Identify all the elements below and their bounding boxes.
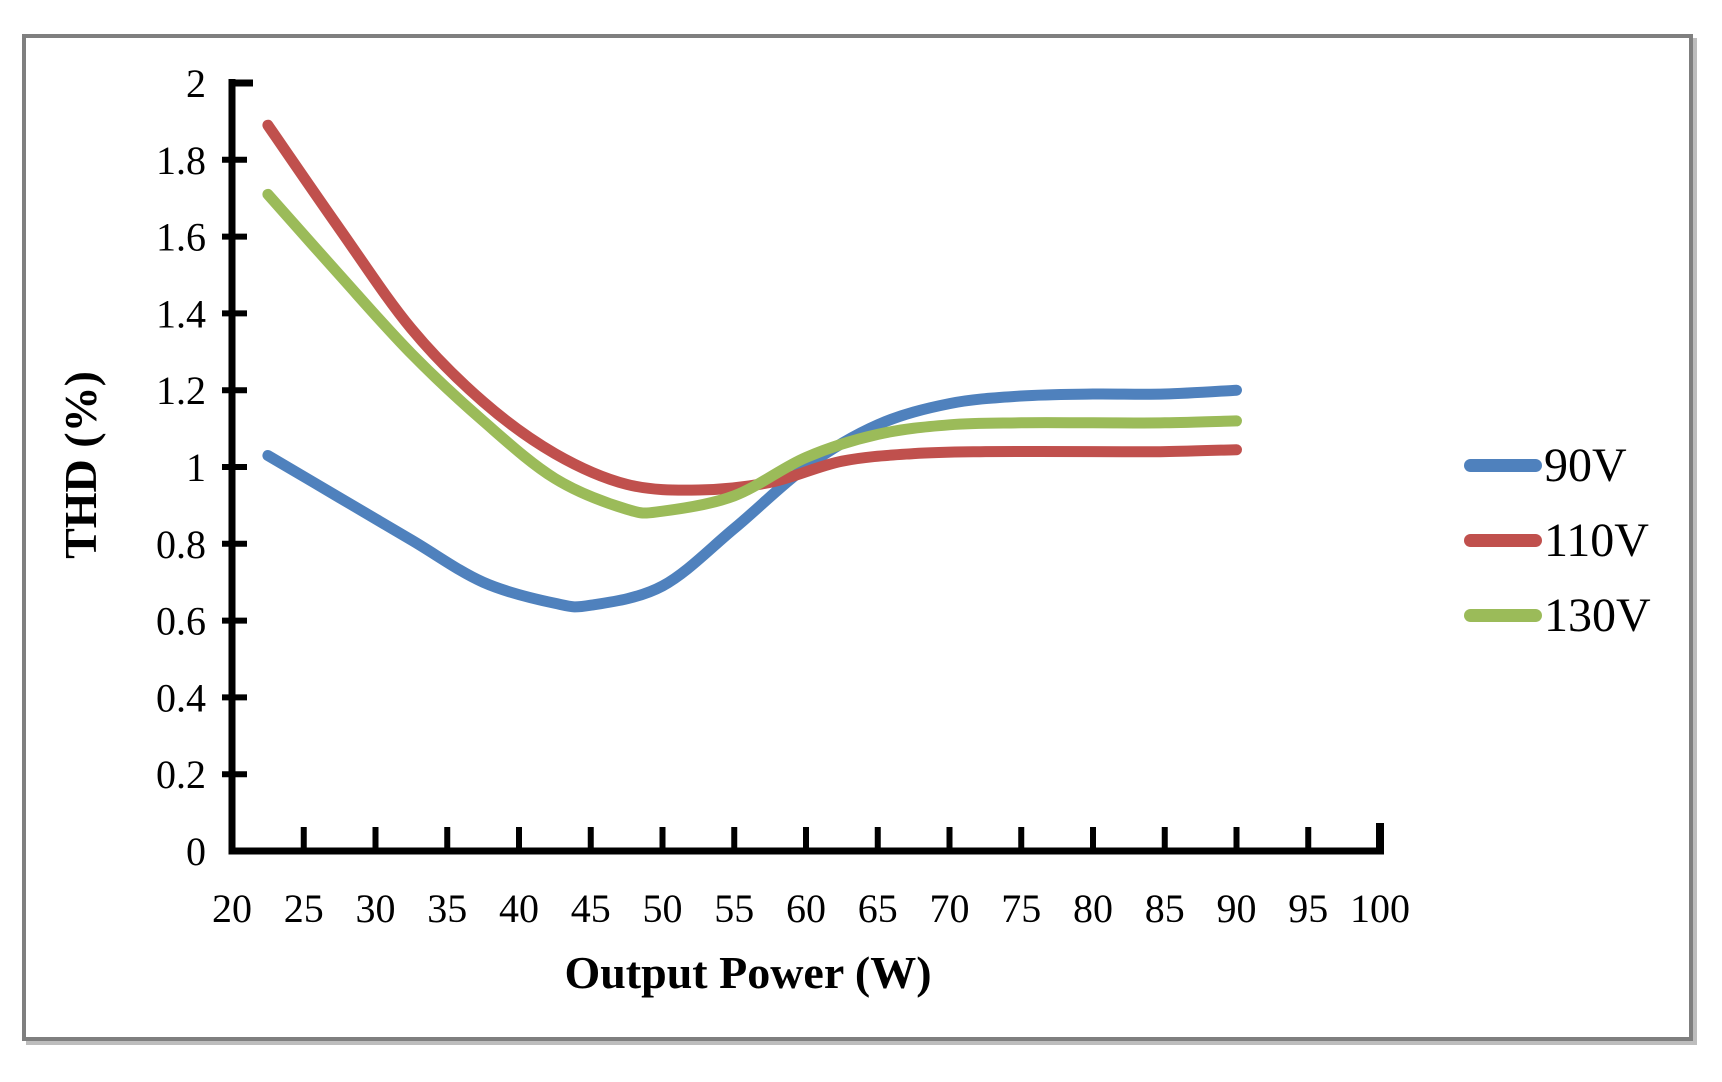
x-tick-label: 90: [1217, 886, 1257, 931]
legend-item-90v: 90V: [1464, 428, 1651, 503]
y-tick-label: 1.8: [156, 138, 206, 183]
y-tick-label: 1.6: [156, 215, 206, 260]
legend-swatch-110v: [1464, 534, 1542, 547]
legend-item-110v: 110V: [1464, 503, 1651, 578]
x-tick-label: 40: [499, 886, 539, 931]
x-tick-label: 75: [1001, 886, 1041, 931]
series-line-90v: [262, 384, 1242, 613]
x-tick-label: 95: [1288, 886, 1328, 931]
legend-swatch-90v: [1464, 459, 1542, 472]
chart-frame: [22, 34, 1693, 1041]
y-tick-label: 0.2: [156, 752, 206, 797]
legend-label-110v: 110V: [1544, 513, 1649, 567]
legend: 90V 110V 130V: [1464, 428, 1651, 653]
x-tick-label: 100: [1350, 886, 1410, 931]
x-tick-label: 85: [1145, 886, 1185, 931]
y-tick-label: 0.4: [156, 675, 206, 720]
x-tick-label: 45: [571, 886, 611, 931]
y-axis-title: THD (%): [55, 371, 106, 559]
y-tick-label: 1.2: [156, 368, 206, 413]
legend-label-130v: 130V: [1544, 588, 1651, 642]
axes-group: 0 0.2 0.4 0.6 0.8 1 1.2 1.4 1.6 1.8 2 20 25 30 35 40 45 5…: [156, 61, 1410, 931]
x-tick-label: 25: [284, 886, 324, 931]
legend-label-90v: 90V: [1544, 438, 1627, 492]
x-tick-label: 30: [356, 886, 396, 931]
x-tick-label: 20: [212, 886, 252, 931]
x-tick-label: 80: [1073, 886, 1113, 931]
y-tick-label: 1: [186, 445, 206, 490]
x-tick-label: 70: [930, 886, 970, 931]
y-tick-label: 0.8: [156, 522, 206, 567]
x-tick-label: 60: [786, 886, 826, 931]
x-axis-title: Output Power (W): [564, 947, 931, 998]
series-line-110v: [262, 119, 1242, 496]
series-line-130v: [262, 188, 1242, 519]
y-tick-label: 0: [186, 829, 206, 874]
x-tick-label: 65: [858, 886, 898, 931]
x-tick-label: 50: [643, 886, 683, 931]
series-group: [262, 119, 1242, 613]
legend-item-130v: 130V: [1464, 578, 1651, 653]
y-tick-label: 2: [186, 61, 206, 106]
y-tick-label: 1.4: [156, 291, 206, 336]
x-tick-label: 35: [427, 886, 467, 931]
y-tick-label: 0.6: [156, 599, 206, 644]
legend-swatch-130v: [1464, 609, 1542, 622]
x-tick-label: 55: [714, 886, 754, 931]
